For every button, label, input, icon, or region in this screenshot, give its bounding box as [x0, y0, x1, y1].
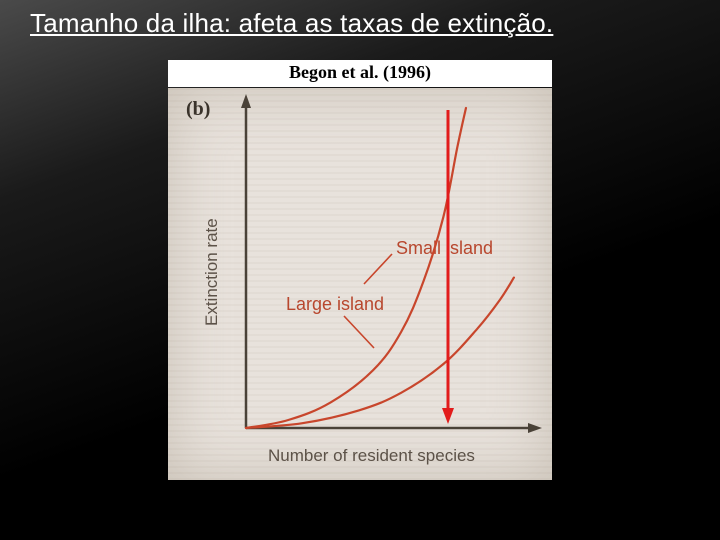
figure-container: Begon et al. (1996) (b) Extinction rate …	[168, 60, 552, 480]
slide-title: Tamanho da ilha: afeta as taxas de extin…	[30, 8, 700, 39]
slide: Tamanho da ilha: afeta as taxas de extin…	[0, 0, 720, 540]
citation-text: Begon et al. (1996)	[168, 60, 552, 87]
chart-plot: (b) Extinction rate Number of resident s…	[168, 88, 552, 480]
chart-svg	[168, 88, 552, 480]
